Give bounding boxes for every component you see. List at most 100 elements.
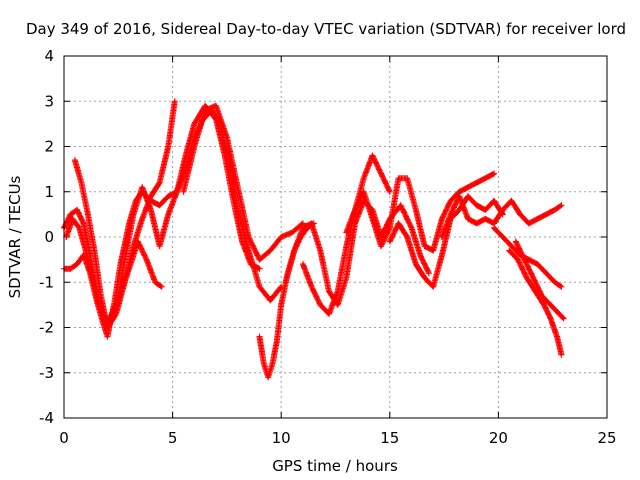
data-point	[467, 195, 469, 198]
data-point	[258, 258, 261, 261]
data-point	[336, 290, 339, 293]
data-point	[141, 218, 143, 220]
data-point	[204, 104, 206, 107]
data-point	[345, 231, 348, 234]
data-point	[280, 236, 283, 238]
series-sat-e	[180, 102, 306, 263]
axis-layer: 0 5 10 15 20 25 -4 -3 -2 -1 0 1 2 3 4	[39, 47, 617, 447]
data-point	[475, 181, 478, 184]
data-point	[562, 317, 565, 320]
y-tick-label: -3	[39, 364, 54, 382]
data-point	[71, 218, 74, 220]
data-point	[280, 304, 283, 306]
data-point	[69, 213, 72, 216]
data-point	[541, 295, 543, 297]
x-tick-label: 5	[168, 429, 178, 447]
data-point	[441, 218, 443, 220]
data-point	[145, 258, 148, 261]
data-point	[560, 353, 563, 356]
data-point	[345, 276, 348, 279]
y-axis-label: SDTVAR / TECUs	[6, 175, 24, 298]
x-tick-label: 15	[380, 429, 399, 447]
data-point	[82, 222, 85, 225]
data-point	[284, 281, 287, 284]
x-tick-label: 0	[59, 429, 69, 447]
data-point	[310, 285, 313, 288]
y-tick-label: -1	[39, 273, 54, 291]
data-point	[501, 236, 504, 238]
data-point	[176, 190, 178, 193]
data-point	[423, 276, 426, 279]
data-point	[310, 222, 313, 225]
data-point	[87, 213, 89, 216]
data-point	[80, 181, 83, 184]
data-point	[74, 159, 76, 161]
data-point	[432, 249, 435, 252]
chart-title: Day 349 of 2016, Sidereal Day-to-day VTE…	[26, 20, 626, 38]
data-point	[415, 209, 417, 211]
y-tick-label: 4	[44, 47, 54, 65]
data-point	[117, 299, 120, 302]
data-point	[423, 245, 426, 247]
data-points-layer	[61, 98, 567, 381]
data-point	[154, 281, 157, 284]
x-tick-label: 10	[272, 429, 291, 447]
y-tick-label: 3	[44, 92, 54, 110]
data-point	[97, 304, 100, 306]
data-point	[545, 213, 547, 216]
data-point	[484, 218, 487, 220]
data-point	[150, 209, 152, 211]
data-point	[226, 136, 228, 139]
data-point	[76, 209, 78, 211]
data-point	[193, 123, 196, 125]
data-point	[389, 227, 391, 229]
data-point	[280, 285, 283, 288]
data-point	[106, 322, 109, 324]
data-point	[510, 245, 513, 247]
data-point	[519, 213, 521, 216]
data-point	[276, 340, 278, 342]
data-point	[528, 258, 530, 261]
data-point	[560, 285, 563, 288]
data-point	[269, 249, 272, 252]
data-point	[380, 172, 382, 175]
data-point	[236, 186, 239, 189]
data-point	[223, 154, 226, 157]
data-point	[536, 218, 539, 220]
data-point	[410, 227, 413, 229]
data-point	[549, 304, 552, 306]
data-point	[167, 195, 170, 198]
data-point	[428, 272, 430, 275]
data-point	[545, 272, 547, 275]
data-point	[397, 177, 400, 179]
data-point	[362, 190, 365, 193]
data-point	[354, 209, 356, 211]
data-point	[124, 258, 126, 261]
data-point	[419, 254, 422, 256]
data-point	[458, 209, 461, 211]
data-point	[525, 276, 528, 279]
data-point	[137, 240, 139, 243]
data-point	[536, 263, 539, 265]
y-tick-label: -4	[39, 409, 54, 427]
data-point	[173, 100, 176, 103]
data-point	[328, 313, 330, 315]
data-point	[380, 245, 382, 247]
data-point	[415, 263, 417, 265]
data-point	[328, 290, 330, 293]
data-point	[441, 254, 443, 256]
data-point	[247, 236, 250, 238]
x-tick-label: 20	[489, 429, 508, 447]
data-point	[371, 218, 374, 220]
data-point	[475, 204, 478, 207]
data-point	[184, 154, 187, 157]
data-point	[158, 245, 161, 247]
x-axis-label: GPS time / hours	[272, 457, 398, 475]
data-point	[362, 177, 365, 179]
data-point	[558, 313, 561, 315]
data-point	[158, 204, 161, 207]
data-point	[319, 249, 322, 252]
data-point	[523, 258, 526, 261]
data-point	[554, 281, 556, 284]
